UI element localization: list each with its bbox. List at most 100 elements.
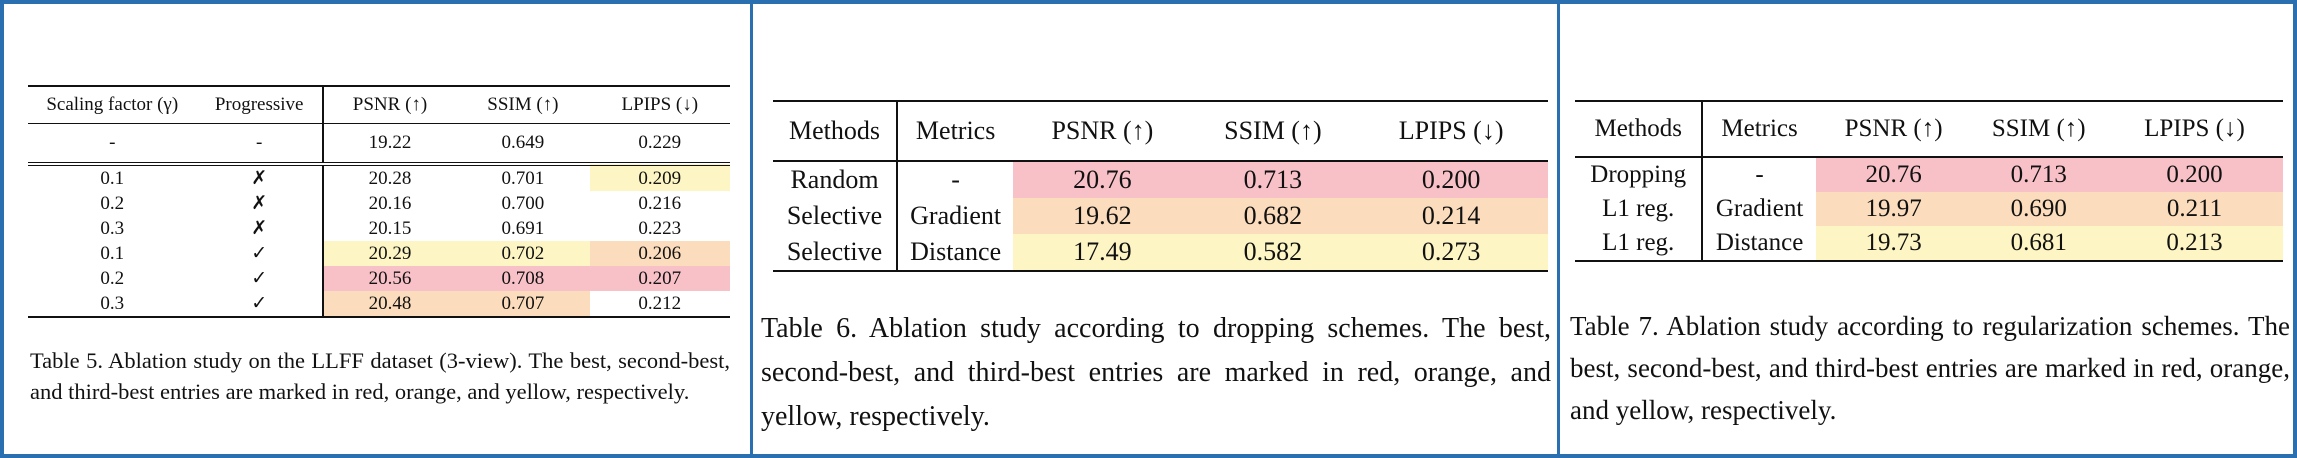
header-cell: LPIPS (↓) bbox=[2105, 101, 2283, 158]
cell: 20.76 bbox=[1815, 157, 1972, 192]
caption: Table 5. Ablation study on the LLFF data… bbox=[30, 348, 730, 404]
cell: ✗ bbox=[196, 191, 324, 216]
header-cell: Methods bbox=[773, 101, 898, 162]
cell: Selective bbox=[773, 234, 898, 271]
cell: 20.15 bbox=[368, 217, 412, 239]
panel: Methods Metrics PSNR (↑) SSIM (↑) LPIPS … bbox=[1557, 0, 2297, 458]
cell: 17.49 bbox=[1013, 234, 1192, 271]
row: 0.3 ✓ 20.48 0.707 0.212 bbox=[28, 291, 730, 317]
cell: 0.273 bbox=[1354, 234, 1548, 271]
cell: Random bbox=[773, 161, 898, 198]
row: 0.1 ✓ 20.29 0.702 0.206 bbox=[28, 241, 730, 266]
header-cell: Progressive bbox=[196, 86, 324, 124]
cell: 0.1 bbox=[100, 167, 125, 189]
cell: 0.213 bbox=[2105, 226, 2283, 261]
cell: ✗ bbox=[196, 216, 324, 241]
cell: 0.582 bbox=[1191, 234, 1355, 271]
table: Methods Metrics PSNR (↑) SSIM (↑) LPIPS … bbox=[773, 100, 1548, 272]
row: Selective Gradient 19.62 0.682 0.214 bbox=[773, 198, 1548, 234]
header-cell: Metrics bbox=[897, 101, 1014, 162]
table: Methods Metrics PSNR (↑) SSIM (↑) LPIPS … bbox=[1575, 100, 2283, 262]
cell: ✓ bbox=[196, 241, 324, 266]
cell: 0.3 bbox=[100, 292, 125, 314]
cell: - bbox=[1755, 161, 1764, 188]
cell: 0.701 bbox=[501, 167, 545, 189]
cell: 0.3 bbox=[100, 217, 125, 239]
row: Dropping - 20.76 0.713 0.200 bbox=[1575, 157, 2283, 192]
header-cell: LPIPS (↓) bbox=[1354, 101, 1548, 162]
cell: Dropping bbox=[1575, 157, 1704, 192]
cell: 0.200 bbox=[2105, 157, 2283, 192]
cell: 0.200 bbox=[1354, 161, 1548, 198]
table: Scaling factor (γ) Progressive PSNR (↑) … bbox=[28, 85, 730, 318]
header-cell: Metrics bbox=[1702, 101, 1816, 158]
cell: 0.216 bbox=[638, 192, 682, 214]
cell: L1 reg. bbox=[1575, 192, 1704, 226]
row: Selective Distance 17.49 0.582 0.273 bbox=[773, 234, 1548, 271]
cell: Distance bbox=[910, 237, 1002, 266]
header-cell: SSIM (↑) bbox=[1971, 101, 2106, 158]
cell: 0.649 bbox=[456, 123, 590, 166]
cell: Gradient bbox=[910, 201, 1002, 230]
cell: Selective bbox=[773, 198, 898, 234]
cell: Distance bbox=[1715, 229, 1804, 256]
cell: 0.229 bbox=[589, 123, 730, 166]
caption: Table 7. Ablation study according to reg… bbox=[1570, 311, 2290, 425]
panel: Scaling factor (γ) Progressive PSNR (↑) … bbox=[0, 0, 750, 458]
cell: ✓ bbox=[196, 266, 324, 291]
row: L1 reg. Gradient 19.97 0.690 0.211 bbox=[1575, 192, 2283, 226]
cell: 0.211 bbox=[2105, 192, 2283, 226]
header-cell: Methods bbox=[1575, 101, 1704, 158]
cell: 0.212 bbox=[638, 292, 682, 314]
header-cell: PSNR (↑) bbox=[1013, 101, 1192, 162]
cell: - bbox=[196, 123, 324, 166]
header-cell: Scaling factor (γ) bbox=[28, 86, 197, 124]
cell: 0.214 bbox=[1354, 198, 1548, 234]
cell: 0.700 bbox=[501, 192, 545, 214]
header-cell: PSNR (↑) bbox=[322, 86, 457, 124]
cell: 0.708 bbox=[456, 266, 590, 291]
row: 0.3 ✗ 20.15 0.691 0.223 bbox=[28, 216, 730, 241]
cell: 19.73 bbox=[1815, 226, 1972, 261]
row: 0.2 ✓ 20.56 0.708 0.207 bbox=[28, 266, 730, 291]
cell: 19.22 bbox=[322, 123, 457, 166]
cell: 0.690 bbox=[1971, 192, 2106, 226]
cell: 0.1 bbox=[100, 242, 125, 264]
cell: - bbox=[951, 165, 960, 194]
cell: 0.691 bbox=[501, 217, 545, 239]
cell: 19.97 bbox=[1815, 192, 1972, 226]
cell: 0.707 bbox=[456, 291, 590, 317]
cell: 0.713 bbox=[1191, 161, 1355, 198]
cell: Gradient bbox=[1715, 195, 1804, 222]
cell: 0.713 bbox=[1971, 157, 2106, 192]
cell: - bbox=[28, 123, 197, 166]
row: 0.1 ✗ 20.28 0.701 0.209 bbox=[28, 164, 730, 191]
header-cell: SSIM (↑) bbox=[456, 86, 590, 124]
header-cell: LPIPS (↓) bbox=[589, 86, 730, 124]
header-cell: SSIM (↑) bbox=[1191, 101, 1355, 162]
cell: 0.209 bbox=[589, 164, 730, 191]
cell: 20.48 bbox=[322, 291, 457, 317]
caption: Table 6. Ablation study according to dro… bbox=[761, 313, 1551, 432]
cell: 0.206 bbox=[589, 241, 730, 266]
cell: 19.62 bbox=[1013, 198, 1192, 234]
cell: 0.2 bbox=[100, 267, 125, 289]
row: Random - 20.76 0.713 0.200 bbox=[773, 161, 1548, 198]
cell: ✗ bbox=[196, 164, 324, 191]
cell: 0.682 bbox=[1191, 198, 1355, 234]
cell: 20.56 bbox=[322, 266, 457, 291]
cell: 20.16 bbox=[368, 192, 412, 214]
cell: L1 reg. bbox=[1575, 226, 1704, 261]
cell: 20.28 bbox=[368, 167, 412, 189]
row: L1 reg. Distance 19.73 0.681 0.213 bbox=[1575, 226, 2283, 261]
cell: 20.29 bbox=[322, 241, 457, 266]
cell: 0.681 bbox=[1971, 226, 2106, 261]
cell: 0.702 bbox=[456, 241, 590, 266]
row: - -19.22 0.649 0.229 bbox=[28, 123, 730, 166]
panel: Methods Metrics PSNR (↑) SSIM (↑) LPIPS … bbox=[750, 0, 1557, 458]
cell: 20.76 bbox=[1013, 161, 1192, 198]
header-cell: PSNR (↑) bbox=[1815, 101, 1972, 158]
cell: 0.223 bbox=[638, 217, 682, 239]
